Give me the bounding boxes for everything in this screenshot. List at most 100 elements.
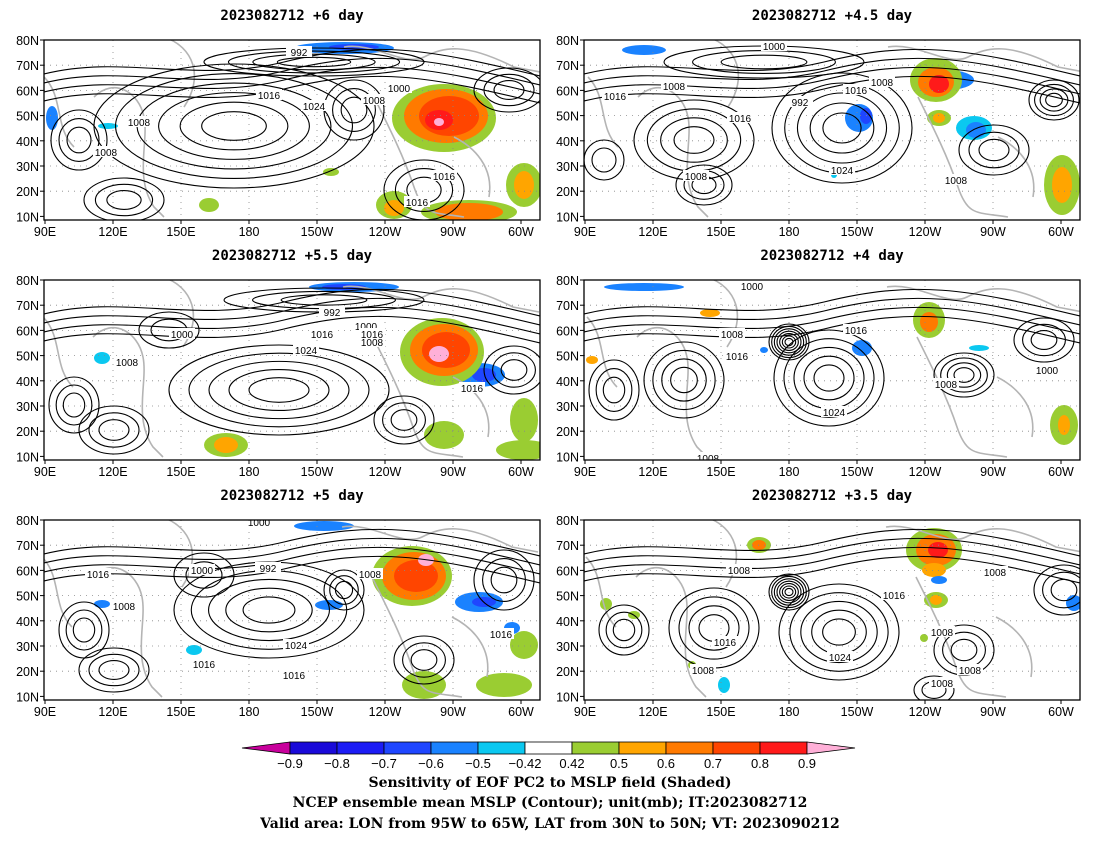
mslp-contour	[1034, 83, 1074, 117]
contour-label-bg	[843, 324, 869, 335]
contour-label-bg	[881, 589, 907, 600]
mslp-contour	[652, 349, 716, 411]
mslp-contour	[783, 338, 875, 418]
lon-tick-label: 120E	[98, 465, 127, 479]
sensitivity-shading	[435, 203, 503, 220]
mslp-contour	[44, 315, 540, 344]
sensitivity-shading	[700, 309, 720, 317]
mslp-contour	[393, 635, 455, 685]
map-frame	[43, 519, 541, 701]
contour-label: 1008	[728, 566, 751, 577]
contour-label-bg	[829, 164, 855, 175]
lon-tick-label: 60W	[508, 705, 534, 719]
sensitivity-shading	[1052, 167, 1072, 203]
mslp-contour	[779, 583, 799, 601]
contour-label-bg	[126, 116, 152, 127]
contour-label: 1008	[113, 602, 136, 613]
coastline	[451, 616, 489, 678]
lat-tick-label: 40N	[16, 135, 39, 149]
mslp-contour	[584, 75, 1080, 104]
mslp-contour	[958, 124, 1030, 176]
lon-tick-label: 150E	[706, 705, 735, 719]
mslp-contour	[88, 653, 140, 687]
lat-tick-label: 30N	[16, 160, 39, 174]
colorbar-tick-label: 0.5	[610, 756, 628, 771]
lat-tick-label: 80N	[16, 34, 39, 48]
contour-label: 1024	[303, 102, 326, 113]
mslp-contour	[913, 675, 955, 700]
map-frame	[583, 279, 1081, 461]
contour-label-bg	[683, 170, 709, 181]
contour-label-bg	[191, 658, 217, 669]
mslp-contour	[114, 72, 354, 180]
contour-label-bg	[359, 336, 385, 347]
sensitivity-shading	[920, 634, 928, 642]
lat-tick-label: 20N	[556, 185, 579, 199]
mslp-contour	[643, 341, 725, 419]
colorbar-segment	[477, 741, 526, 755]
contour-label-bg	[843, 84, 869, 95]
lat-tick-label: 10N	[556, 690, 579, 704]
mslp-contour	[822, 112, 862, 144]
contour-label-bg	[404, 196, 430, 207]
lon-tick-label: 90W	[440, 465, 466, 479]
mslp-contour	[201, 111, 267, 141]
mslp-contour	[473, 549, 535, 611]
coastline	[997, 136, 1035, 198]
contour-label-bg	[255, 562, 281, 573]
contour-label: 1000	[248, 518, 271, 529]
mslp-contour	[784, 337, 794, 347]
lon-tick-label: 180	[779, 225, 800, 239]
colorbar-segment	[712, 741, 761, 755]
mslp-contour	[44, 555, 540, 584]
mslp-contour	[778, 583, 900, 681]
contour-label-bg	[929, 677, 955, 688]
lat-tick-label: 20N	[556, 425, 579, 439]
panel-title: 2023082712 +5 day	[220, 488, 364, 504]
mslp-contour	[1042, 571, 1080, 609]
contour-label: 1008	[128, 118, 151, 129]
colorbar-segment	[665, 741, 714, 755]
map-area: 1000 1008 1016 1016 1008 1024 1000 1008	[584, 280, 1080, 465]
contour-label: 1008	[935, 380, 958, 391]
mslp-contour	[773, 329, 885, 427]
lon-tick-label: 150W	[841, 705, 874, 719]
lon-tick-label: 90E	[34, 465, 56, 479]
coastline	[637, 86, 709, 218]
lat-tick-label: 20N	[16, 425, 39, 439]
coastline	[91, 566, 163, 698]
mslp-contour	[72, 617, 96, 643]
contour-label: 1000	[1036, 366, 1059, 377]
mslp-contour	[933, 352, 995, 398]
mslp-contour	[207, 578, 331, 642]
mslp-contour	[602, 376, 626, 404]
lon-tick-label: 120E	[638, 465, 667, 479]
contour-label-bg	[982, 566, 1008, 577]
contour-label-bg	[189, 564, 215, 575]
mslp-contour	[280, 294, 368, 306]
sensitivity-shading	[760, 347, 768, 353]
mslp-contour	[1030, 330, 1058, 350]
contour-label-bg	[256, 89, 282, 100]
mslp-contour	[334, 580, 354, 600]
mslp-contour	[595, 368, 633, 412]
sensitivity-shading	[510, 398, 538, 442]
mslp-contour	[44, 75, 540, 104]
mslp-contour	[978, 138, 1010, 162]
mslp-contour	[228, 368, 330, 412]
sensitivity-shading	[933, 113, 945, 123]
contour-label-bg	[93, 146, 119, 157]
lat-tick-label: 10N	[16, 210, 39, 224]
sensitivity-shading	[929, 75, 949, 93]
contour-label-bg	[739, 280, 765, 291]
lon-tick-label: 120W	[369, 465, 402, 479]
contour-label-bg	[869, 76, 895, 87]
contour-label: 1000	[355, 322, 378, 333]
contour-label: 1008	[697, 454, 720, 465]
lon-tick-label: 150W	[841, 225, 874, 239]
sensitivity-shading	[429, 346, 449, 362]
